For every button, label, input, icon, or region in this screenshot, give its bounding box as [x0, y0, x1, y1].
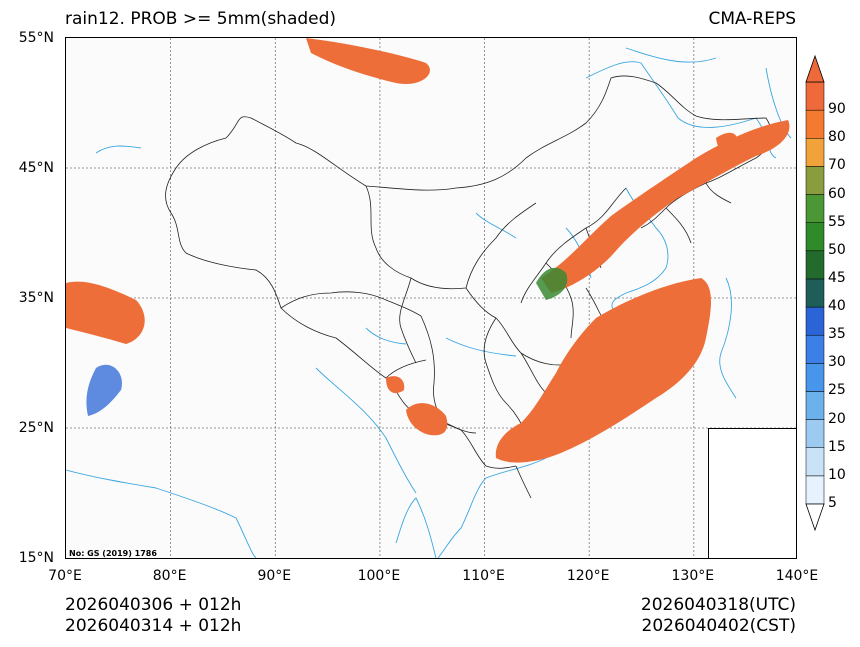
colorbar-segment	[805, 475, 825, 505]
lat-label: 35°N	[18, 290, 54, 306]
init-time-utc: 2026040306 + 012h	[65, 595, 242, 615]
lon-label: 80°E	[152, 568, 187, 584]
colorbar-label: 5	[828, 495, 837, 511]
colorbar-label: 35	[828, 326, 846, 343]
colorbar-segment	[805, 334, 825, 364]
colorbar-segment	[805, 194, 825, 223]
colorbar-label: 30	[828, 354, 846, 371]
lon-label: 130°E	[671, 568, 715, 584]
colorbar-segment	[805, 419, 825, 448]
valid-time-cst: 2026040402(CST)	[641, 616, 796, 636]
colorbar-segment	[805, 363, 825, 392]
lon-label: 120°E	[566, 568, 610, 584]
colorbar-label: 80	[828, 129, 846, 146]
colorbar-label: 25	[828, 382, 846, 399]
colorbar-label: 20	[828, 410, 846, 427]
colorbar-label: 55	[828, 213, 846, 230]
map-approval-number: No: GS (2019) 1786	[69, 549, 157, 558]
lon-label: 90°E	[257, 568, 292, 584]
colorbar	[805, 54, 825, 532]
colorbar-segment	[805, 391, 825, 420]
lon-label: 100°E	[357, 568, 401, 584]
colorbar-top-arrow	[805, 54, 825, 83]
model-name: CMA-REPS	[708, 9, 796, 29]
colorbar-label: 45	[828, 269, 846, 286]
lat-label: 45°N	[18, 160, 54, 176]
colorbar-segment	[805, 138, 825, 167]
lat-label: 15°N	[18, 550, 54, 566]
init-time-cst: 2026040314 + 012h	[65, 616, 242, 636]
lat-label: 25°N	[18, 420, 54, 436]
map-panel	[65, 37, 797, 559]
colorbar-label: 70	[828, 157, 846, 174]
colorbar-segment	[805, 306, 825, 336]
colorbar-segment	[805, 222, 825, 252]
inset-map	[708, 428, 796, 558]
map-canvas	[66, 38, 796, 558]
graticule	[66, 38, 796, 558]
colorbar-label: 40	[828, 298, 846, 315]
valid-time-utc: 2026040318(UTC)	[640, 595, 796, 615]
colorbar-segment	[805, 81, 825, 111]
colorbar-segment	[805, 109, 825, 139]
lon-label: 110°E	[462, 568, 505, 584]
colorbar-segment	[805, 278, 825, 308]
colorbar-label: 15	[828, 438, 846, 455]
colorbar-label: 50	[828, 241, 846, 258]
colorbar-label: 90	[828, 101, 846, 118]
colorbar-bottom-arrow	[805, 503, 825, 532]
precip-probability-shading	[66, 38, 790, 463]
lon-label: 140°E	[775, 568, 819, 584]
colorbar-segment	[805, 447, 825, 477]
lat-label: 55°N	[18, 30, 54, 46]
colorbar-segment	[805, 166, 825, 195]
colorbar-segment	[805, 250, 825, 280]
map-title: rain12. PROB >= 5mm(shaded)	[65, 9, 337, 29]
lon-label: 70°E	[48, 568, 82, 584]
colorbar-label: 10	[828, 466, 846, 483]
colorbar-label: 60	[828, 185, 846, 202]
